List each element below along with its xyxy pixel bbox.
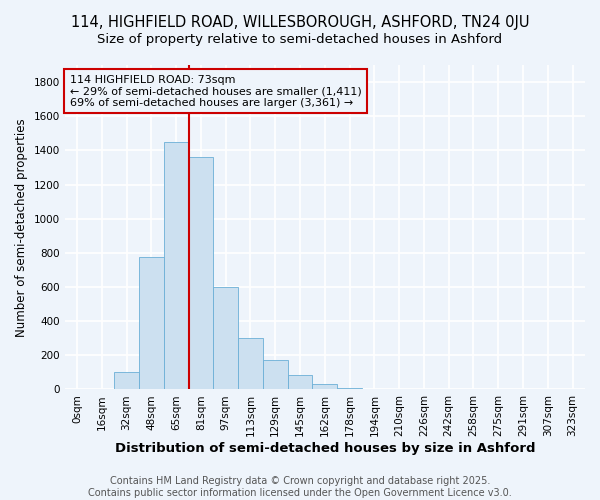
Bar [188, 157, 214, 390]
Bar [337, 388, 362, 390]
Bar [114, 372, 139, 390]
Text: 114, HIGHFIELD ROAD, WILLESBOROUGH, ASHFORD, TN24 0JU: 114, HIGHFIELD ROAD, WILLESBOROUGH, ASHF… [71, 15, 529, 30]
Bar [461, 388, 486, 390]
Text: Size of property relative to semi-detached houses in Ashford: Size of property relative to semi-detach… [97, 32, 503, 46]
Bar [214, 287, 238, 390]
Text: Contains HM Land Registry data © Crown copyright and database right 2025.
Contai: Contains HM Land Registry data © Crown c… [88, 476, 512, 498]
Text: 114 HIGHFIELD ROAD: 73sqm
← 29% of semi-detached houses are smaller (1,411)
69% : 114 HIGHFIELD ROAD: 73sqm ← 29% of semi-… [70, 74, 362, 108]
Y-axis label: Number of semi-detached properties: Number of semi-detached properties [15, 118, 28, 336]
Bar [313, 384, 337, 390]
Bar [89, 389, 114, 390]
Bar [164, 142, 188, 390]
X-axis label: Distribution of semi-detached houses by size in Ashford: Distribution of semi-detached houses by … [115, 442, 535, 455]
Bar [287, 375, 313, 390]
Bar [139, 257, 164, 390]
Bar [263, 360, 287, 390]
Bar [238, 338, 263, 390]
Bar [362, 388, 387, 390]
